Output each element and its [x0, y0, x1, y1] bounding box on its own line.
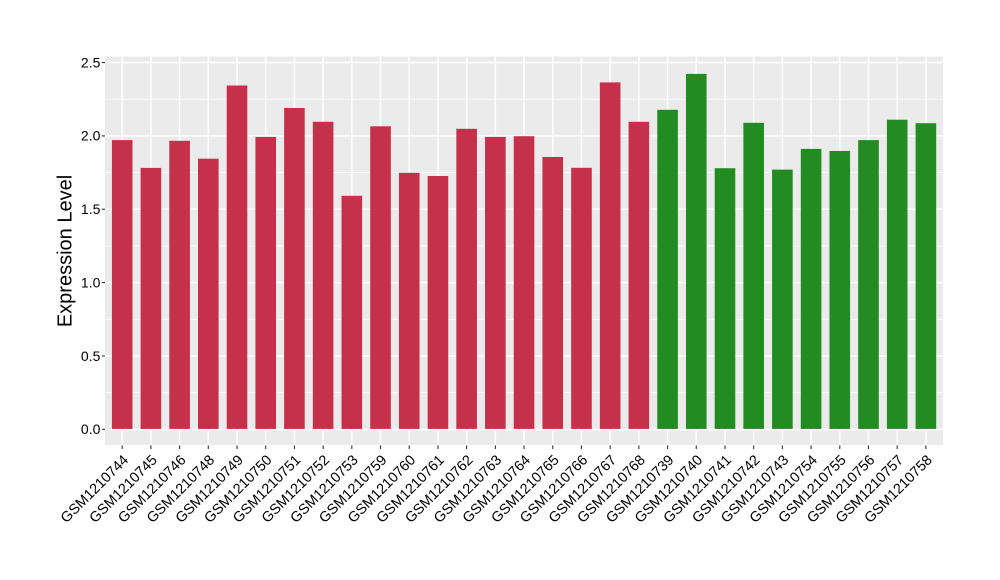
- svg-text:0.0: 0.0: [81, 421, 101, 437]
- svg-text:1.0: 1.0: [81, 274, 101, 290]
- svg-text:0.5: 0.5: [81, 348, 101, 364]
- svg-text:2.0: 2.0: [81, 128, 101, 144]
- svg-text:2.5: 2.5: [81, 54, 101, 70]
- svg-text:1.5: 1.5: [81, 201, 101, 217]
- svg-text:Expression Level: Expression Level: [55, 175, 77, 327]
